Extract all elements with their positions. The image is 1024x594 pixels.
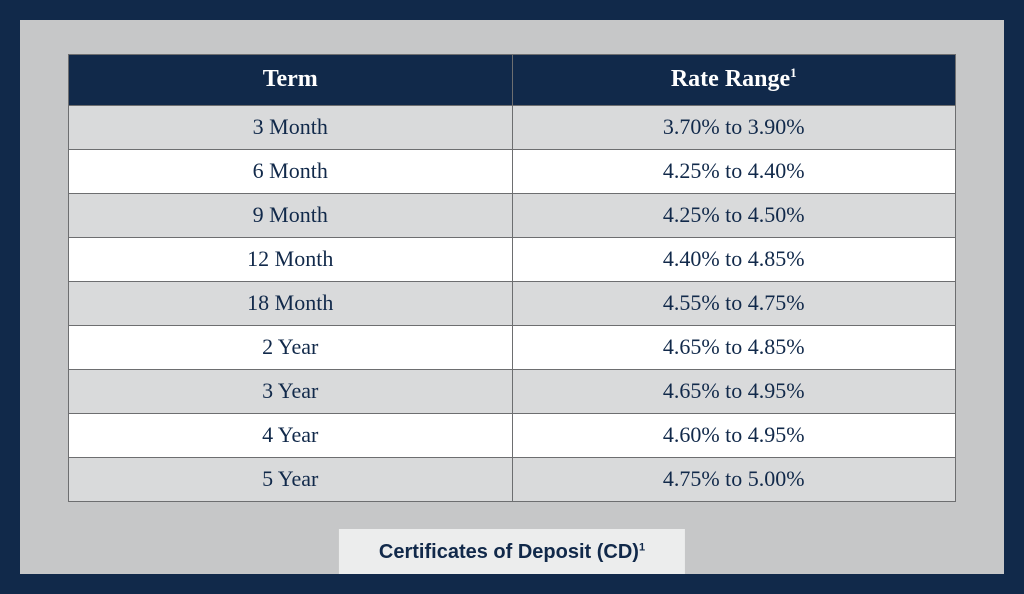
cell-rate: 4.65% to 4.95% (512, 370, 956, 414)
cell-term: 4 Year (69, 414, 513, 458)
cell-term: 18 Month (69, 282, 513, 326)
column-header-rate: Rate Range1 (512, 55, 956, 106)
table-header: Term Rate Range1 (69, 55, 956, 106)
table-row: 9 Month 4.25% to 4.50% (69, 194, 956, 238)
cell-rate: 4.40% to 4.85% (512, 238, 956, 282)
table-row: 4 Year 4.60% to 4.95% (69, 414, 956, 458)
cell-rate: 4.25% to 4.50% (512, 194, 956, 238)
table-row: 18 Month 4.55% to 4.75% (69, 282, 956, 326)
table-caption-tab: Certificates of Deposit (CD)1 (339, 529, 685, 574)
table-row: 3 Year 4.65% to 4.95% (69, 370, 956, 414)
cell-term: 3 Year (69, 370, 513, 414)
cell-rate: 4.75% to 5.00% (512, 458, 956, 502)
table-row: 6 Month 4.25% to 4.40% (69, 150, 956, 194)
cell-rate: 4.25% to 4.40% (512, 150, 956, 194)
cell-term: 2 Year (69, 326, 513, 370)
column-header-rate-label: Rate Range (671, 66, 790, 92)
caption-sup: 1 (639, 541, 645, 553)
caption-label: Certificates of Deposit (CD) (379, 541, 639, 563)
cell-rate: 3.70% to 3.90% (512, 106, 956, 150)
table-header-row: Term Rate Range1 (69, 55, 956, 106)
cell-rate: 4.65% to 4.85% (512, 326, 956, 370)
cell-rate: 4.55% to 4.75% (512, 282, 956, 326)
inner-frame: Term Rate Range1 3 Month 3.70% to 3.90% … (20, 20, 1004, 574)
table-row: 3 Month 3.70% to 3.90% (69, 106, 956, 150)
outer-frame: Term Rate Range1 3 Month 3.70% to 3.90% … (0, 0, 1024, 594)
column-header-term: Term (69, 55, 513, 106)
cell-term: 12 Month (69, 238, 513, 282)
cell-term: 3 Month (69, 106, 513, 150)
table-row: 5 Year 4.75% to 5.00% (69, 458, 956, 502)
table-row: 2 Year 4.65% to 4.85% (69, 326, 956, 370)
cell-term: 9 Month (69, 194, 513, 238)
cell-term: 6 Month (69, 150, 513, 194)
table-row: 12 Month 4.40% to 4.85% (69, 238, 956, 282)
column-header-rate-sup: 1 (790, 65, 797, 80)
table-body: 3 Month 3.70% to 3.90% 6 Month 4.25% to … (69, 106, 956, 502)
cd-rates-table: Term Rate Range1 3 Month 3.70% to 3.90% … (68, 54, 956, 502)
cell-rate: 4.60% to 4.95% (512, 414, 956, 458)
column-header-term-label: Term (263, 66, 318, 92)
cell-term: 5 Year (69, 458, 513, 502)
